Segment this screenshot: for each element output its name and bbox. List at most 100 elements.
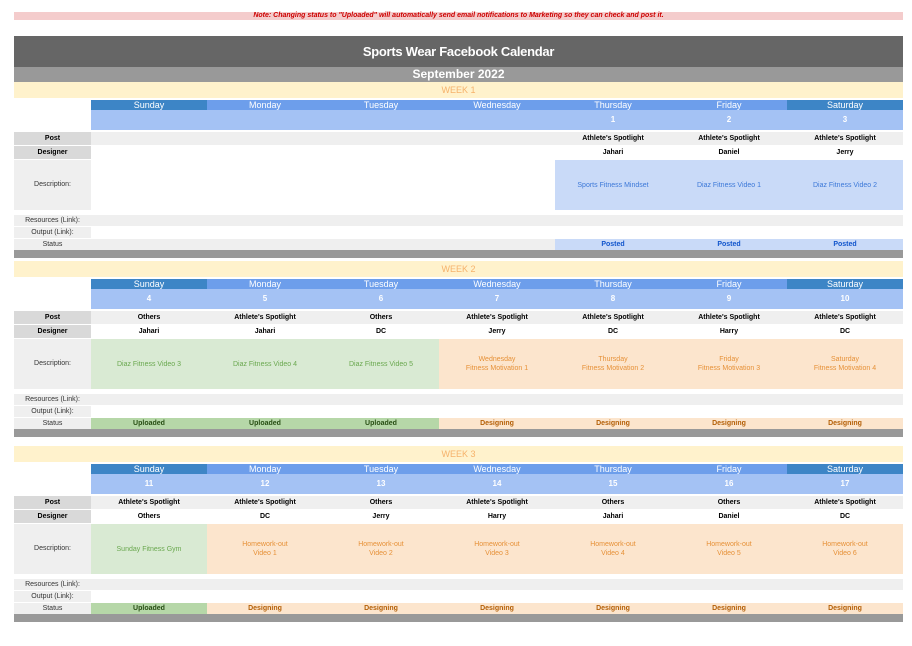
post-cell[interactable]: Athlete's Spotlight	[698, 135, 760, 142]
post-cell[interactable]: Others	[369, 314, 393, 321]
date-cell[interactable]: 8	[555, 289, 671, 309]
description-cell[interactable]	[323, 160, 439, 210]
status-cell[interactable]: Posted	[787, 239, 903, 250]
post-cell[interactable]: Others	[137, 314, 161, 321]
date-cell[interactable]: 16	[671, 474, 787, 494]
description-cell[interactable]: Thursday Fitness Motivation 2	[555, 339, 671, 389]
description-cell[interactable]: Diaz Fitness Video 3	[91, 339, 207, 389]
description-cell[interactable]: Homework-out Video 6	[787, 524, 903, 574]
description-cell[interactable]: Saturday Fitness Motivation 4	[787, 339, 903, 389]
designer-cell[interactable]: Others	[137, 513, 161, 520]
description-cell[interactable]: Homework-out Video 3	[439, 524, 555, 574]
designer-cell[interactable]: Daniel	[718, 513, 740, 520]
status-cell[interactable]: Posted	[555, 239, 671, 250]
designer-cell[interactable]: DC	[839, 513, 851, 520]
post-cell[interactable]: Athlete's Spotlight	[698, 314, 760, 321]
status-cell[interactable]: Designing	[323, 603, 439, 614]
post-cell[interactable]: Others	[717, 499, 741, 506]
designer-cell[interactable]: Jahari	[138, 328, 160, 335]
designer-cell[interactable]: Jerry	[372, 513, 390, 520]
description-cell[interactable]	[439, 160, 555, 210]
date-cell[interactable]	[207, 110, 323, 130]
status-cell[interactable]: Designing	[439, 418, 555, 429]
designer-cell[interactable]: DC	[839, 328, 851, 335]
post-cell[interactable]: Others	[601, 499, 625, 506]
date-cell[interactable]: 5	[207, 289, 323, 309]
description-cell[interactable]: Homework-out Video 5	[671, 524, 787, 574]
post-cell[interactable]: Athlete's Spotlight	[118, 499, 180, 506]
status-cell[interactable]: Posted	[671, 239, 787, 250]
status-cell[interactable]: Uploaded	[207, 418, 323, 429]
description-cell[interactable]	[207, 160, 323, 210]
post-cell[interactable]	[323, 132, 439, 145]
date-cell[interactable]: 15	[555, 474, 671, 494]
description-cell[interactable]: Diaz Fitness Video 1	[671, 160, 787, 210]
description-cell[interactable]: Diaz Fitness Video 4	[207, 339, 323, 389]
description-cell[interactable]: Sports Fitness Mindset	[555, 160, 671, 210]
post-cell[interactable]: Athlete's Spotlight	[582, 135, 644, 142]
description-cell[interactable]	[91, 160, 207, 210]
status-cell[interactable]: Uploaded	[91, 603, 207, 614]
designer-cell[interactable]: Jahari	[602, 513, 624, 520]
date-cell[interactable]: 2	[671, 110, 787, 130]
description-cell[interactable]: Diaz Fitness Video 5	[323, 339, 439, 389]
date-cell[interactable]: 13	[323, 474, 439, 494]
status-cell[interactable]: Designing	[439, 603, 555, 614]
date-cell[interactable]: 9	[671, 289, 787, 309]
status-cell[interactable]: Designing	[555, 603, 671, 614]
post-cell[interactable]: Athlete's Spotlight	[234, 499, 296, 506]
designer-cell[interactable]: Harry	[487, 513, 507, 520]
date-cell[interactable]	[91, 110, 207, 130]
date-cell[interactable]: 7	[439, 289, 555, 309]
date-cell[interactable]: 14	[439, 474, 555, 494]
status-cell[interactable]	[323, 239, 439, 250]
date-cell[interactable]: 6	[323, 289, 439, 309]
date-cell[interactable]	[439, 110, 555, 130]
status-cell[interactable]: Designing	[787, 418, 903, 429]
designer-cell[interactable]: Harry	[719, 328, 739, 335]
designer-cell[interactable]: Jahari	[602, 149, 624, 156]
designer-cell[interactable]: DC	[607, 328, 619, 335]
designer-cell[interactable]: Jerry	[836, 149, 854, 156]
post-cell[interactable]: Others	[369, 499, 393, 506]
date-cell[interactable]: 4	[91, 289, 207, 309]
designer-cell[interactable]: DC	[259, 513, 271, 520]
date-cell[interactable]	[323, 110, 439, 130]
designer-cell[interactable]: Jerry	[488, 328, 506, 335]
date-cell[interactable]: 3	[787, 110, 903, 130]
post-cell[interactable]	[91, 132, 207, 145]
description-cell[interactable]: Homework-out Video 1	[207, 524, 323, 574]
description-cell[interactable]: Friday Fitness Motivation 3	[671, 339, 787, 389]
designer-cell[interactable]	[207, 146, 323, 159]
status-cell[interactable]: Designing	[787, 603, 903, 614]
post-cell[interactable]: Athlete's Spotlight	[814, 314, 876, 321]
post-cell[interactable]	[207, 132, 323, 145]
date-cell[interactable]: 11	[91, 474, 207, 494]
post-cell[interactable]: Athlete's Spotlight	[814, 135, 876, 142]
designer-cell[interactable]: Jahari	[254, 328, 276, 335]
post-cell[interactable]: Athlete's Spotlight	[234, 314, 296, 321]
designer-cell[interactable]: DC	[375, 328, 387, 335]
status-cell[interactable]: Designing	[671, 418, 787, 429]
date-cell[interactable]: 12	[207, 474, 323, 494]
status-cell[interactable]: Uploaded	[323, 418, 439, 429]
description-cell[interactable]: Sunday Fitness Gym	[91, 524, 207, 574]
status-cell[interactable]: Designing	[555, 418, 671, 429]
description-cell[interactable]: Homework-out Video 2	[323, 524, 439, 574]
date-cell[interactable]: 17	[787, 474, 903, 494]
designer-cell[interactable]	[323, 146, 439, 159]
status-cell[interactable]: Designing	[671, 603, 787, 614]
post-cell[interactable]: Athlete's Spotlight	[466, 499, 528, 506]
date-cell[interactable]: 1	[555, 110, 671, 130]
status-cell[interactable]: Designing	[207, 603, 323, 614]
post-cell[interactable]	[439, 132, 555, 145]
status-cell[interactable]	[439, 239, 555, 250]
date-cell[interactable]: 10	[787, 289, 903, 309]
status-cell[interactable]	[207, 239, 323, 250]
status-cell[interactable]	[91, 239, 207, 250]
description-cell[interactable]: Diaz Fitness Video 2	[787, 160, 903, 210]
designer-cell[interactable]	[91, 146, 207, 159]
post-cell[interactable]: Athlete's Spotlight	[582, 314, 644, 321]
description-cell[interactable]: Homework-out Video 4	[555, 524, 671, 574]
status-cell[interactable]: Uploaded	[91, 418, 207, 429]
